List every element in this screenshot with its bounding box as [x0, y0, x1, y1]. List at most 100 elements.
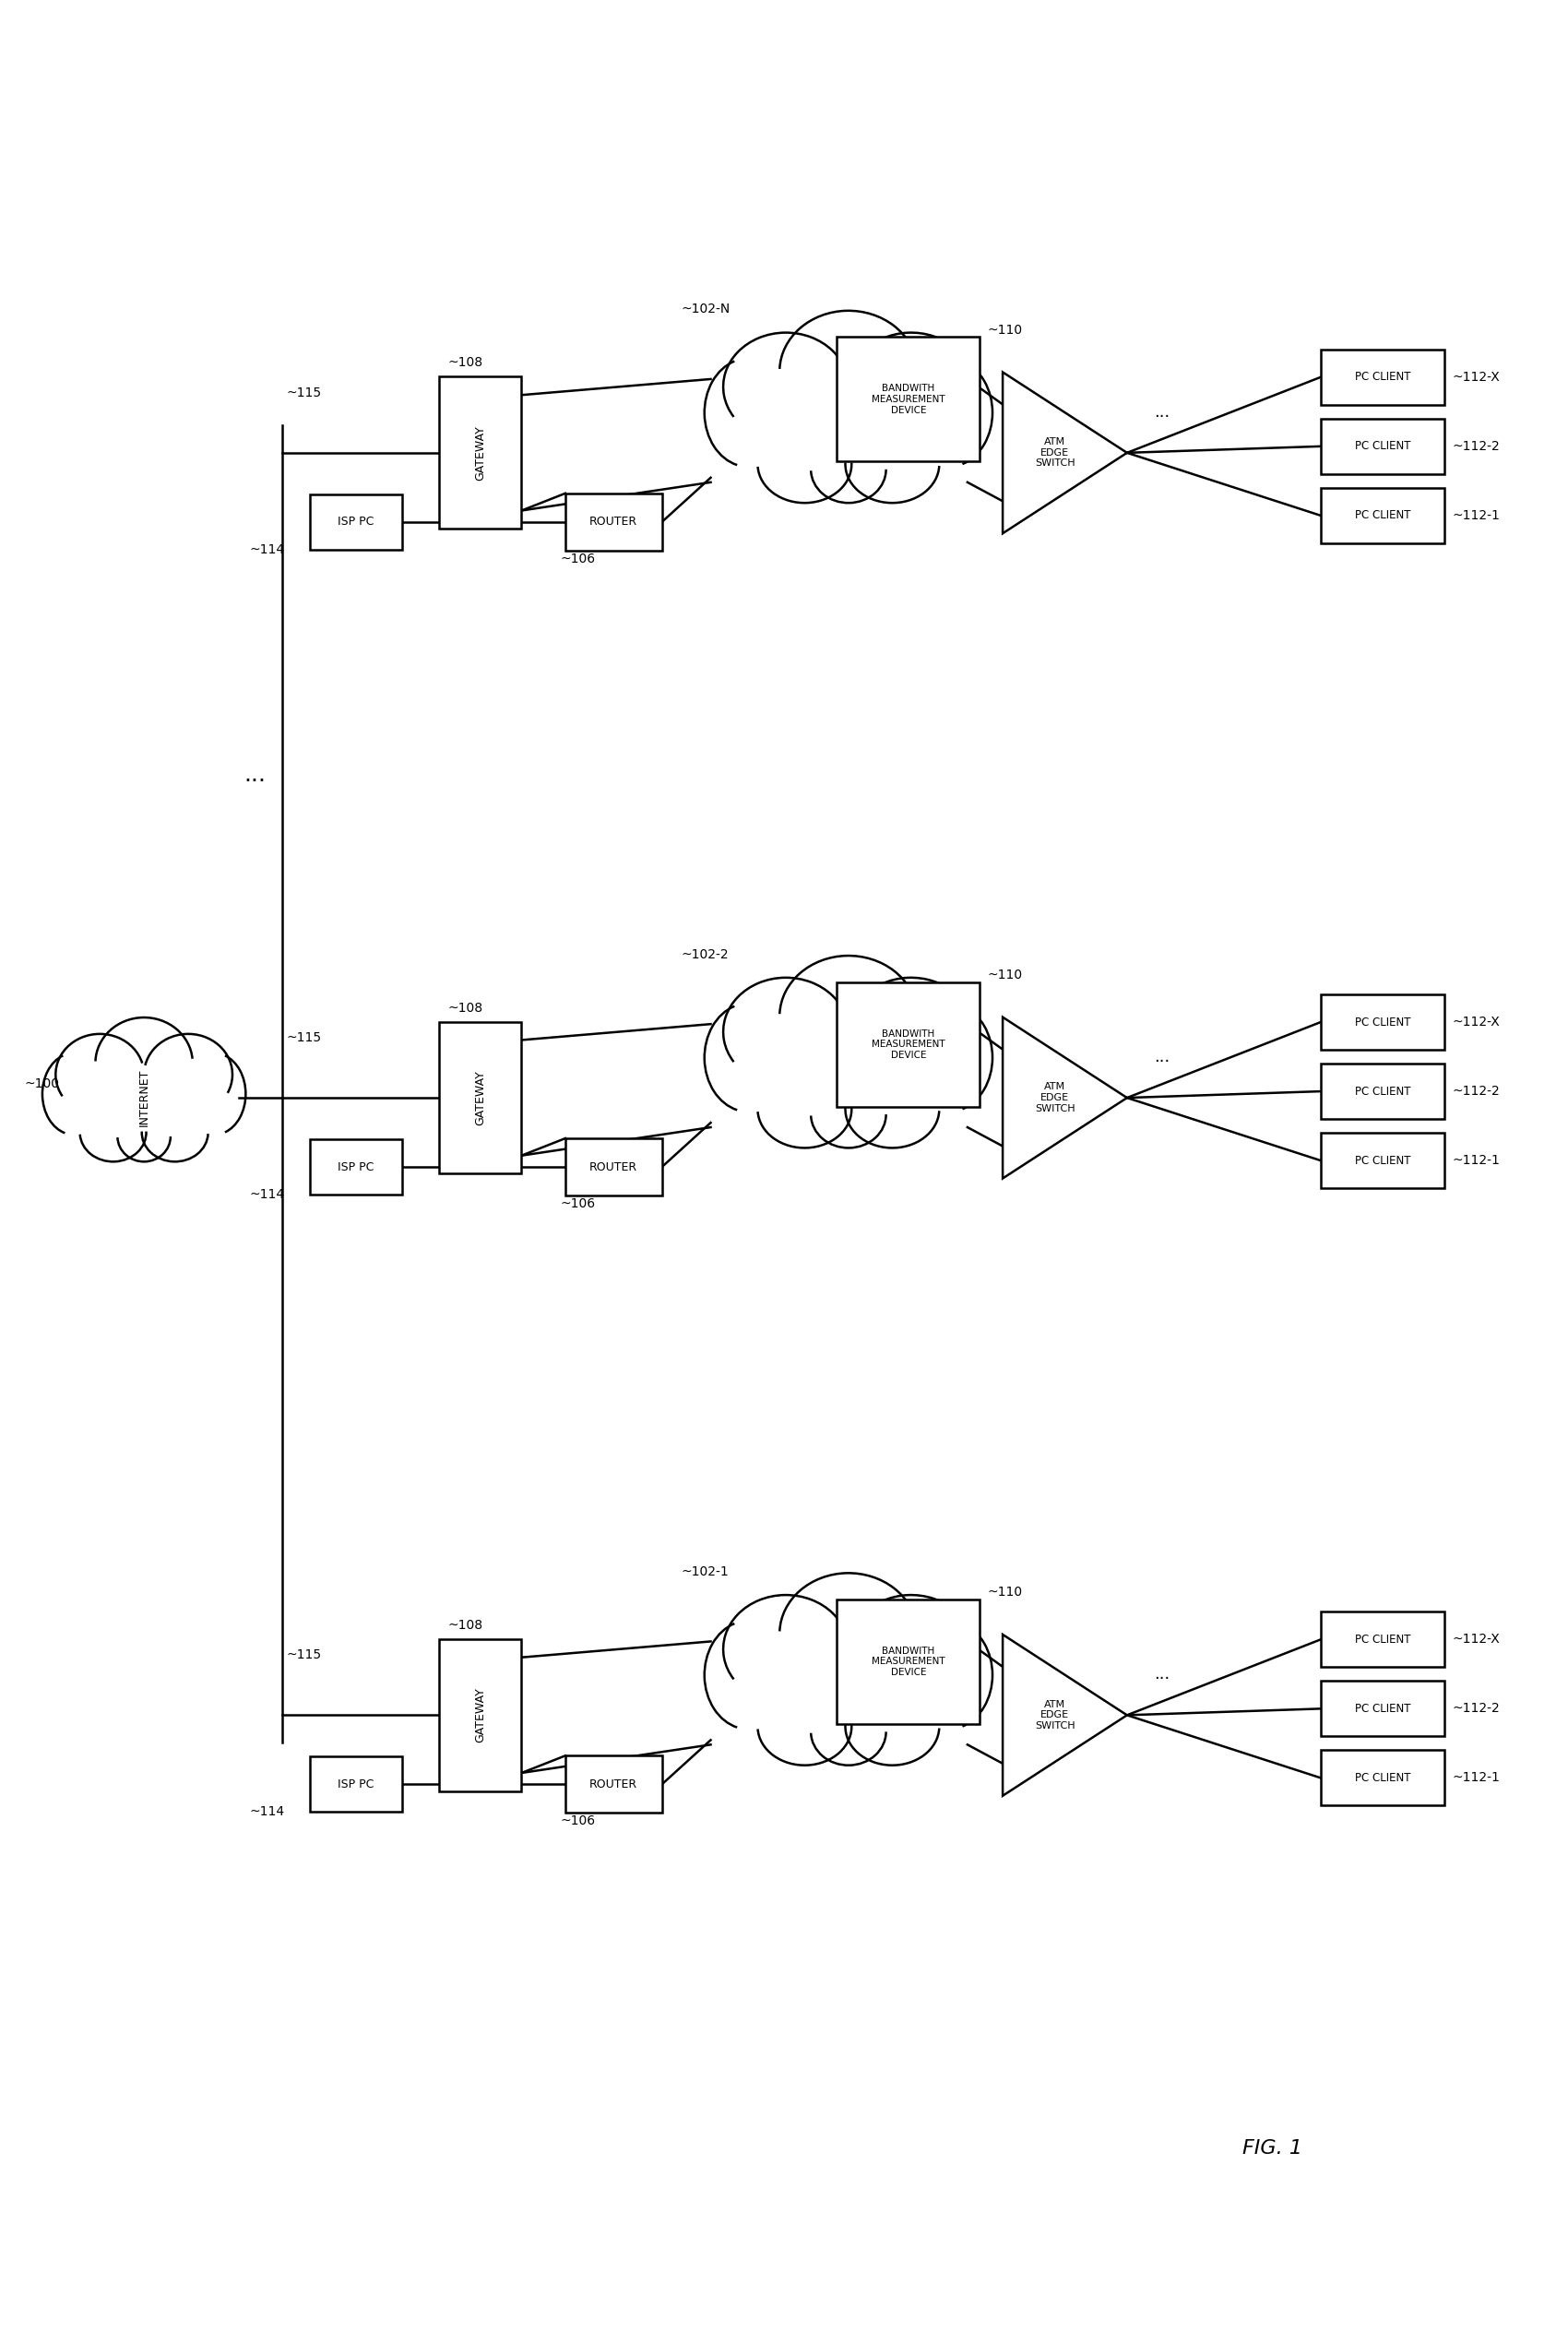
- Text: ~112-X: ~112-X: [1452, 1017, 1501, 1029]
- Ellipse shape: [138, 1104, 204, 1157]
- Text: ~104: ~104: [925, 1612, 960, 1624]
- Text: ISP PC: ISP PC: [337, 1160, 373, 1174]
- Ellipse shape: [839, 426, 933, 497]
- Ellipse shape: [782, 314, 914, 429]
- Ellipse shape: [85, 1104, 151, 1157]
- FancyBboxPatch shape: [439, 1640, 522, 1790]
- Ellipse shape: [814, 1075, 883, 1139]
- FancyBboxPatch shape: [310, 1139, 401, 1195]
- Text: ~100: ~100: [24, 1078, 60, 1089]
- Polygon shape: [1002, 373, 1127, 534]
- Ellipse shape: [55, 1033, 144, 1115]
- Ellipse shape: [764, 1071, 858, 1143]
- Text: ~102-2: ~102-2: [681, 949, 729, 961]
- Text: ROUTER: ROUTER: [590, 515, 638, 527]
- Text: INTERNET: INTERNET: [138, 1068, 151, 1127]
- FancyBboxPatch shape: [1320, 1064, 1444, 1120]
- Ellipse shape: [782, 1574, 914, 1692]
- FancyBboxPatch shape: [439, 1022, 522, 1174]
- Ellipse shape: [723, 1596, 848, 1703]
- Ellipse shape: [764, 1687, 858, 1760]
- Ellipse shape: [97, 1019, 190, 1106]
- Text: ...: ...: [1154, 1050, 1170, 1066]
- Text: ~110: ~110: [986, 1586, 1022, 1598]
- Ellipse shape: [715, 351, 982, 485]
- Text: ~112-2: ~112-2: [1452, 1085, 1501, 1099]
- FancyBboxPatch shape: [1320, 487, 1444, 544]
- FancyBboxPatch shape: [1320, 993, 1444, 1050]
- Text: ~106: ~106: [561, 1197, 596, 1211]
- Text: ~112-2: ~112-2: [1452, 1703, 1501, 1715]
- Text: PC CLIENT: PC CLIENT: [1355, 1633, 1411, 1645]
- Text: ~112-X: ~112-X: [1452, 370, 1501, 384]
- Ellipse shape: [814, 1694, 883, 1755]
- Text: ~108: ~108: [448, 356, 483, 370]
- Ellipse shape: [814, 431, 883, 492]
- Text: ~104: ~104: [925, 993, 960, 1007]
- Text: PC CLIENT: PC CLIENT: [1355, 370, 1411, 384]
- Text: ATM
EDGE
SWITCH: ATM EDGE SWITCH: [1035, 1699, 1076, 1731]
- FancyBboxPatch shape: [310, 494, 401, 551]
- Text: ~106: ~106: [561, 1813, 596, 1828]
- Text: ~115: ~115: [287, 1649, 321, 1661]
- Text: ~112-X: ~112-X: [1452, 1633, 1501, 1647]
- Text: FIG. 1: FIG. 1: [1242, 2139, 1301, 2158]
- Ellipse shape: [848, 977, 974, 1087]
- Ellipse shape: [782, 958, 914, 1075]
- Text: BANDWITH
MEASUREMENT
DEVICE: BANDWITH MEASUREMENT DEVICE: [872, 1647, 946, 1678]
- Text: PC CLIENT: PC CLIENT: [1355, 1155, 1411, 1167]
- Text: PC CLIENT: PC CLIENT: [1355, 1771, 1411, 1783]
- Text: ~114: ~114: [249, 1806, 285, 1818]
- Ellipse shape: [848, 1596, 974, 1703]
- Text: ~115: ~115: [287, 387, 321, 398]
- Ellipse shape: [723, 333, 848, 440]
- FancyBboxPatch shape: [1320, 1132, 1444, 1188]
- FancyBboxPatch shape: [1320, 349, 1444, 405]
- Text: ATM
EDGE
SWITCH: ATM EDGE SWITCH: [1035, 1082, 1076, 1113]
- Text: GATEWAY: GATEWAY: [474, 1071, 486, 1125]
- Text: BANDWITH
MEASUREMENT
DEVICE: BANDWITH MEASUREMENT DEVICE: [872, 1029, 946, 1059]
- Ellipse shape: [50, 1047, 238, 1148]
- FancyBboxPatch shape: [837, 982, 980, 1106]
- Text: ~102-1: ~102-1: [681, 1565, 729, 1579]
- Text: ISP PC: ISP PC: [337, 1778, 373, 1790]
- Ellipse shape: [144, 1033, 232, 1115]
- Text: ~104: ~104: [925, 349, 960, 363]
- Text: GATEWAY: GATEWAY: [474, 1687, 486, 1743]
- Ellipse shape: [119, 1108, 168, 1153]
- Ellipse shape: [715, 1612, 982, 1748]
- Text: ROUTER: ROUTER: [590, 1160, 638, 1174]
- Text: PC CLIENT: PC CLIENT: [1355, 1085, 1411, 1097]
- FancyBboxPatch shape: [1320, 1750, 1444, 1806]
- Text: PC CLIENT: PC CLIENT: [1355, 1017, 1411, 1029]
- FancyBboxPatch shape: [1320, 1612, 1444, 1668]
- Polygon shape: [1002, 1635, 1127, 1795]
- Ellipse shape: [848, 333, 974, 440]
- Text: PC CLIENT: PC CLIENT: [1355, 1703, 1411, 1715]
- FancyBboxPatch shape: [837, 1600, 980, 1724]
- FancyBboxPatch shape: [439, 377, 522, 530]
- Text: ROUTER: ROUTER: [590, 1778, 638, 1790]
- Ellipse shape: [839, 1071, 933, 1143]
- Text: ~114: ~114: [249, 1188, 285, 1202]
- FancyBboxPatch shape: [1320, 1680, 1444, 1736]
- Text: PC CLIENT: PC CLIENT: [1355, 440, 1411, 452]
- Text: ATM
EDGE
SWITCH: ATM EDGE SWITCH: [1035, 438, 1076, 469]
- Ellipse shape: [764, 426, 858, 497]
- Text: GATEWAY: GATEWAY: [474, 424, 486, 480]
- Text: ~108: ~108: [448, 1000, 483, 1015]
- Text: ...: ...: [1154, 1666, 1170, 1682]
- Text: ~112-2: ~112-2: [1452, 440, 1501, 452]
- Text: ~115: ~115: [287, 1031, 321, 1045]
- FancyBboxPatch shape: [1320, 419, 1444, 473]
- Text: ~112-1: ~112-1: [1452, 508, 1501, 522]
- Text: ~102-N: ~102-N: [681, 302, 731, 316]
- Text: ISP PC: ISP PC: [337, 515, 373, 527]
- FancyBboxPatch shape: [837, 337, 980, 462]
- Text: ~108: ~108: [448, 1619, 483, 1631]
- Text: BANDWITH
MEASUREMENT
DEVICE: BANDWITH MEASUREMENT DEVICE: [872, 384, 946, 415]
- Text: ...: ...: [1154, 403, 1170, 419]
- FancyBboxPatch shape: [310, 1757, 401, 1811]
- Text: PC CLIENT: PC CLIENT: [1355, 508, 1411, 522]
- FancyBboxPatch shape: [566, 1139, 662, 1195]
